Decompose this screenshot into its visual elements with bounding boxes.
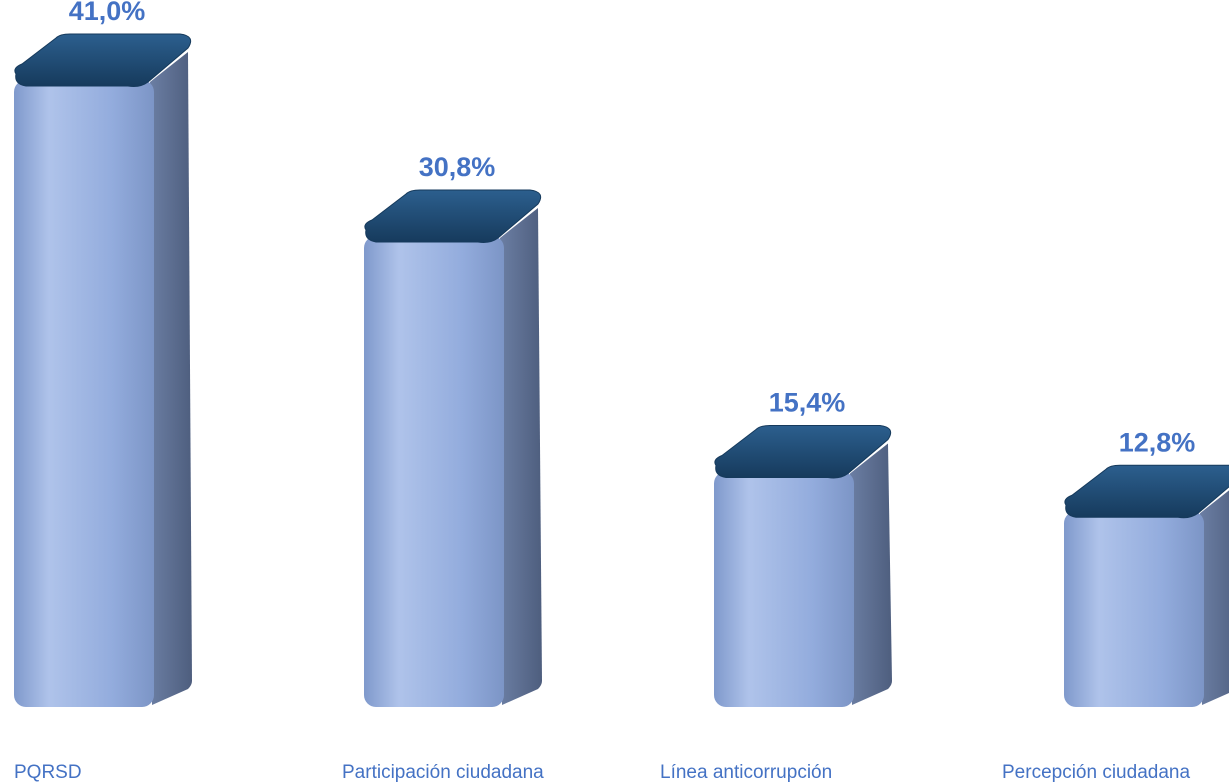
bar-top-participacion-ciudadana — [364, 189, 542, 243]
category-label-percepcion-ciudadana: Percepción ciudadana — [1002, 762, 1190, 783]
data-label-pqrsd: 41,0% — [69, 0, 146, 26]
data-label-linea-anticorrupcion: 15,4% — [769, 387, 846, 417]
data-label-participacion-ciudadana: 30,8% — [419, 152, 496, 182]
bar-front-percepcion-ciudadana — [1064, 511, 1204, 707]
bar-side-pqrsd — [150, 52, 192, 705]
bar-participacion-ciudadana — [364, 189, 542, 708]
bar-front-pqrsd — [14, 80, 154, 707]
bar-pqrsd — [14, 33, 192, 707]
bar-side-linea-anticorrupcion — [850, 443, 892, 705]
bar-linea-anticorrupcion — [714, 424, 892, 707]
bar-top-linea-anticorrupcion — [714, 424, 892, 479]
bar-side-participacion-ciudadana — [500, 207, 542, 706]
category-label-linea-anticorrupcion: Línea anticorrupción — [660, 762, 832, 783]
bar-side-percepcion-ciudadana — [1200, 490, 1229, 705]
bar-percepcion-ciudadana — [1064, 464, 1229, 707]
data-label-percepcion-ciudadana: 12,8% — [1119, 427, 1196, 457]
category-label-participacion-ciudadana: Participación ciudadana — [342, 762, 544, 783]
bar-top-percepcion-ciudadana — [1064, 464, 1229, 519]
bar-front-linea-anticorrupcion — [714, 471, 854, 707]
bar-front-participacion-ciudadana — [364, 235, 504, 708]
category-label-pqrsd: PQRSD — [14, 762, 82, 783]
bar-top-pqrsd — [14, 33, 192, 87]
